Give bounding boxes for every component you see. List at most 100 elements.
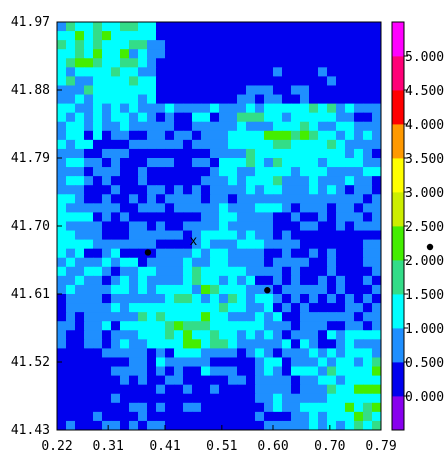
heatmap-cell [219, 303, 229, 313]
heatmap-cell [282, 176, 292, 186]
heatmap-cell [327, 230, 337, 241]
heatmap-cell [228, 312, 238, 322]
heatmap-cell [93, 357, 103, 368]
heatmap-cell [57, 40, 67, 50]
heatmap-cell [183, 366, 193, 377]
heatmap-cell [147, 230, 157, 241]
heatmap-cell [66, 294, 76, 304]
heatmap-cell [336, 185, 346, 195]
heatmap-cell [102, 366, 112, 377]
heatmap-cell [147, 303, 157, 313]
heatmap-cell [363, 284, 373, 295]
heatmap-cell [210, 185, 220, 195]
heatmap-cell [372, 112, 381, 123]
heatmap-cell [309, 312, 319, 322]
heatmap-cell [246, 22, 256, 32]
heatmap-cell [300, 103, 310, 114]
heatmap-cell [165, 257, 175, 268]
heatmap-cell [273, 384, 283, 395]
heatmap-cell [120, 339, 130, 349]
heatmap-cell [183, 248, 193, 259]
heatmap-cell [138, 67, 148, 77]
heatmap-cell [273, 221, 283, 232]
heatmap-cell [354, 312, 364, 322]
heatmap-cell [201, 112, 211, 123]
heatmap-cell [363, 294, 373, 304]
heatmap-cell [102, 239, 112, 250]
heatmap-cell [309, 411, 319, 422]
heatmap-cell [75, 248, 85, 259]
heatmap-cell [363, 212, 373, 223]
heatmap-cell [111, 121, 121, 132]
heatmap-cell [147, 348, 157, 359]
heatmap-cell [363, 348, 373, 359]
heatmap-cell [219, 339, 229, 349]
heatmap-cell [219, 266, 229, 277]
heatmap-cell [318, 339, 328, 349]
heatmap-cell [264, 339, 274, 349]
heatmap-cell [318, 40, 328, 50]
heatmap-cell [111, 303, 121, 313]
heatmap-cell [66, 348, 76, 359]
heatmap-cell [120, 167, 130, 177]
heatmap-cell [255, 139, 265, 150]
heatmap-cell [57, 366, 67, 377]
heatmap-cell [219, 284, 229, 295]
heatmap-cell [165, 239, 175, 250]
heatmap-cell [246, 121, 256, 132]
heatmap-cell [165, 221, 175, 232]
heatmap-cell [228, 321, 238, 331]
heatmap-cell [282, 148, 292, 159]
heatmap-cell [219, 330, 229, 340]
heatmap-cell [93, 248, 103, 259]
heatmap-cell [192, 130, 202, 141]
heatmap-cell [300, 158, 310, 168]
heatmap-cell [318, 402, 328, 413]
heatmap-cell [174, 266, 184, 277]
heatmap-cell [336, 384, 346, 395]
heatmap-cell [363, 49, 373, 59]
heatmap-cell [300, 393, 310, 404]
heatmap-cell [264, 31, 274, 41]
heatmap-cell [138, 239, 148, 250]
heatmap-cell [174, 40, 184, 50]
legend-dot-marker [426, 243, 434, 251]
heatmap-cell [300, 203, 310, 213]
heatmap-cell [255, 257, 265, 268]
heatmap-cell [165, 40, 175, 50]
heatmap-cell [66, 384, 76, 395]
heatmap-cell [93, 411, 103, 422]
heatmap-cell [183, 321, 193, 331]
point-x-marker: x [190, 234, 198, 249]
heatmap-cell [66, 167, 76, 177]
heatmap-cell [129, 384, 139, 395]
heatmap-cell [75, 221, 85, 232]
heatmap-cell [120, 230, 130, 241]
heatmap-cell [57, 411, 67, 422]
heatmap-cell [219, 85, 229, 96]
heatmap-cell [345, 212, 355, 223]
heatmap-cell [372, 266, 381, 277]
heatmap-cell [129, 158, 139, 168]
heatmap-cell [264, 312, 274, 322]
heatmap-cell [354, 221, 364, 232]
heatmap-cell [201, 130, 211, 141]
heatmap-cell [273, 248, 283, 259]
heatmap-cell [201, 148, 211, 159]
heatmap-cell [300, 31, 310, 41]
heatmap-cell [183, 275, 193, 286]
heatmap-cell [336, 203, 346, 213]
heatmap-cell [147, 58, 157, 68]
heatmap-cell [273, 58, 283, 68]
heatmap-cell [138, 40, 148, 50]
heatmap-cell [336, 357, 346, 368]
heatmap-cell [192, 194, 202, 204]
heatmap-cell [255, 67, 265, 77]
heatmap-cell [228, 393, 238, 404]
heatmap-cell [84, 194, 94, 204]
y-tick-label: 41.61 [11, 287, 50, 302]
heatmap-cell [129, 148, 139, 159]
heatmap-cell [273, 121, 283, 132]
colorbar-tick-label: 1.000 [405, 322, 444, 337]
